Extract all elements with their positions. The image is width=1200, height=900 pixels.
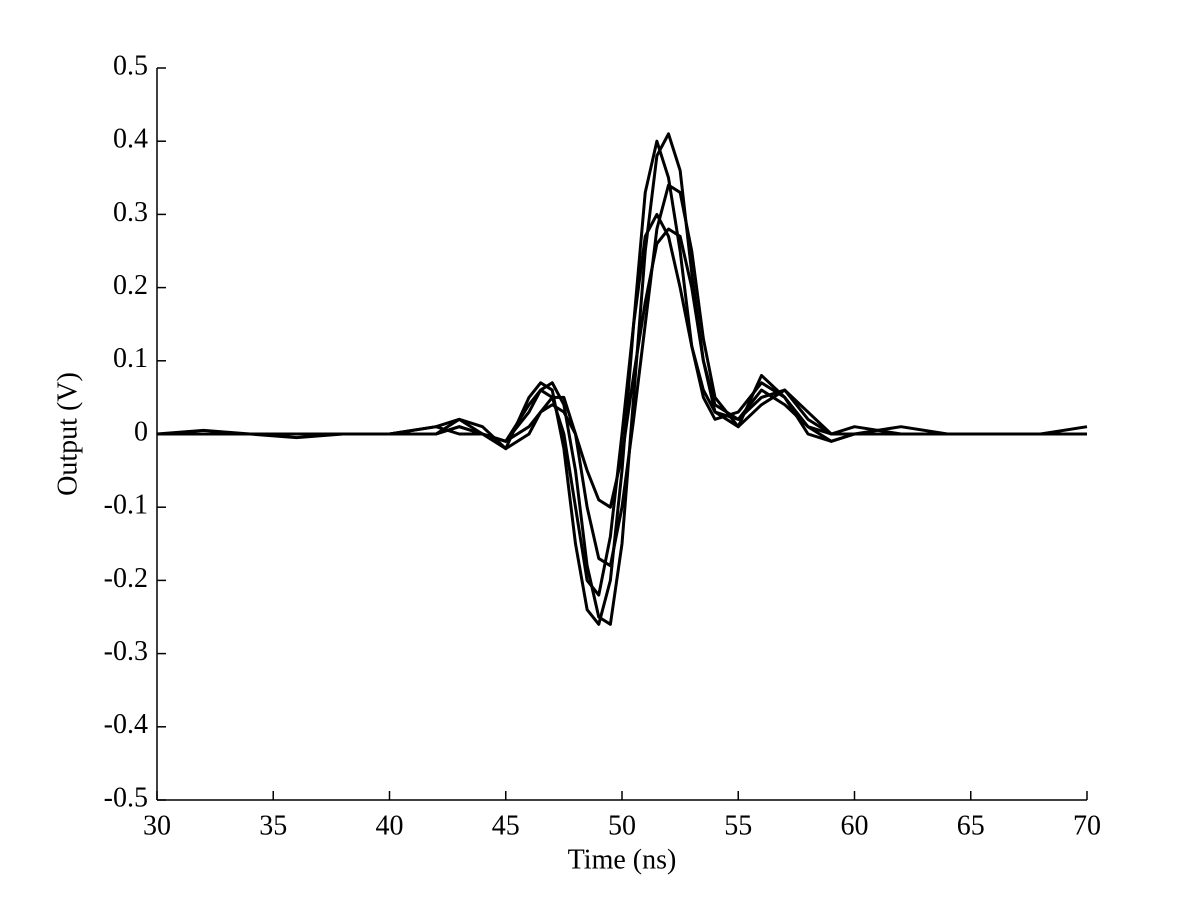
y-axis-label: Output (V) [52,372,83,496]
y-tick-label: -0.4 [104,709,148,740]
y-tick-label: -0.3 [104,636,148,667]
x-axis-label: Time (ns) [568,844,677,875]
y-tick-label: 0.4 [113,124,148,155]
x-tick-label: 65 [957,810,985,841]
y-tick-label: 0.3 [113,197,148,228]
y-tick-label: -0.2 [104,563,148,594]
series-line [156,183,1088,568]
x-tick-label: 40 [376,810,404,841]
y-tick-label: 0.2 [113,270,148,301]
y-tick-label: 0.5 [113,50,148,81]
y-tick-label: -0.1 [104,490,148,521]
x-tick-label: 45 [492,810,520,841]
x-tick-label: 60 [841,810,869,841]
y-tick-label: 0 [134,416,148,447]
x-tick-label: 70 [1073,810,1101,841]
x-tick-label: 35 [259,810,287,841]
x-tick-label: 55 [724,810,752,841]
series-line [157,212,1087,597]
y-tick-label: 0.1 [113,343,148,374]
y-tick-label: -0.5 [104,782,148,813]
x-tick-label: 50 [608,810,636,841]
x-tick-label: 30 [143,810,171,841]
